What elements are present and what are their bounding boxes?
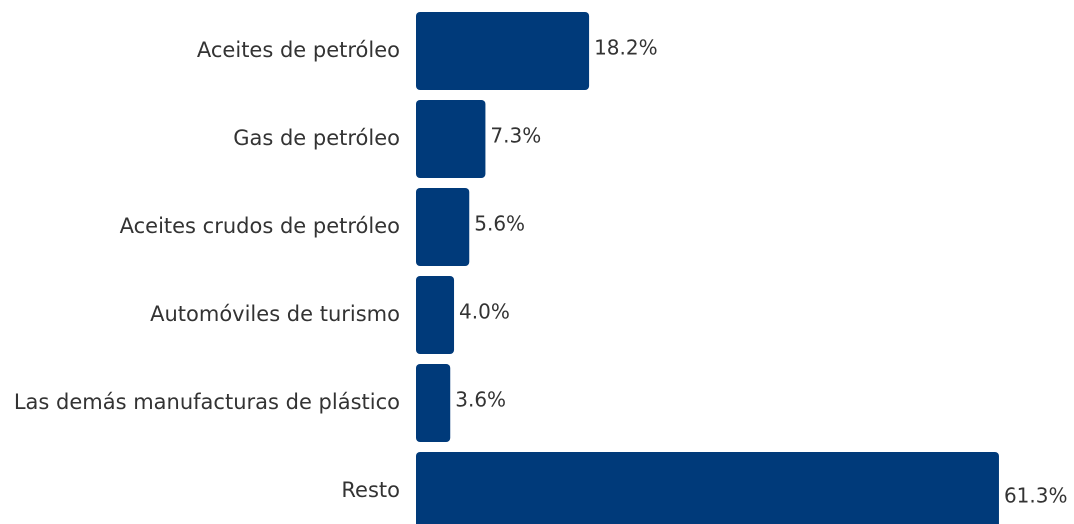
bar [416, 276, 455, 354]
value-label: 4.0% [459, 300, 510, 324]
value-label: 3.6% [455, 388, 506, 412]
category-label: Gas de petróleo [233, 126, 400, 150]
category-label: Resto [341, 478, 400, 502]
value-label: 18.2% [594, 36, 658, 60]
bar [416, 188, 470, 266]
bar [416, 364, 451, 442]
value-label: 5.6% [474, 212, 525, 236]
bar [416, 100, 486, 178]
value-label: 7.3% [490, 124, 541, 148]
bar [416, 12, 590, 90]
category-label: Aceites de petróleo [197, 38, 400, 62]
value-label: 61.3% [1004, 484, 1068, 508]
bar [416, 452, 999, 524]
category-label: Aceites crudos de petróleo [120, 214, 400, 238]
category-label: Las demás manufacturas de plástico [14, 390, 400, 414]
category-label: Automóviles de turismo [150, 302, 400, 326]
